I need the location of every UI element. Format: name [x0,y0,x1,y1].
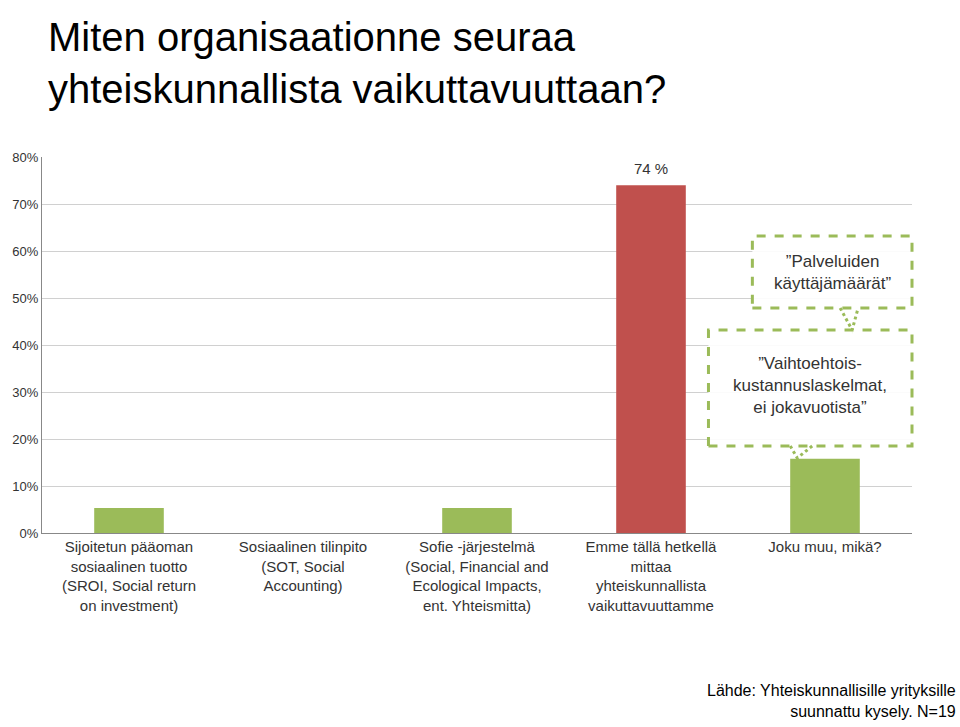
svg-text:”Vaihtoehtois-kustannuslaskelm: ”Vaihtoehtois-kustannuslaskelmat,ei joka… [733,354,887,417]
svg-text:60%: 60% [12,244,38,259]
svg-text:Sosiaalinen tilinpito(SOT, Soc: Sosiaalinen tilinpito(SOT, SocialAccount… [239,538,367,594]
svg-text:Sijoitetun pääomansosiaalinen: Sijoitetun pääomansosiaalinen tuotto(SRO… [62,538,196,614]
svg-text:70%: 70% [12,197,38,212]
svg-text:80%: 80% [12,150,38,165]
svg-text:74 %: 74 % [634,160,668,177]
svg-text:Miten organisaationne seuraayh: Miten organisaationne seuraayhteiskunnal… [48,15,666,111]
svg-text:Lähde: Yhteiskunnallisille yri: Lähde: Yhteiskunnallisille yrityksillesu… [707,682,956,720]
svg-text:Emme tällä hetkellämittaayhtei: Emme tällä hetkellämittaayhteiskunnallis… [586,538,718,614]
svg-text:50%: 50% [12,291,38,306]
svg-text:Sofie -järjestelmä(Social, Fin: Sofie -järjestelmä(Social, Financial and… [405,538,548,614]
svg-text:”Palveluidenkäyttäjämäärät”: ”Palveluidenkäyttäjämäärät” [774,252,891,293]
svg-text:Joku muu, mikä?: Joku muu, mikä? [768,538,881,555]
svg-text:30%: 30% [12,385,38,400]
svg-text:40%: 40% [12,338,38,353]
svg-text:20%: 20% [12,432,38,447]
svg-text:10%: 10% [12,479,38,494]
svg-text:0%: 0% [20,526,39,541]
